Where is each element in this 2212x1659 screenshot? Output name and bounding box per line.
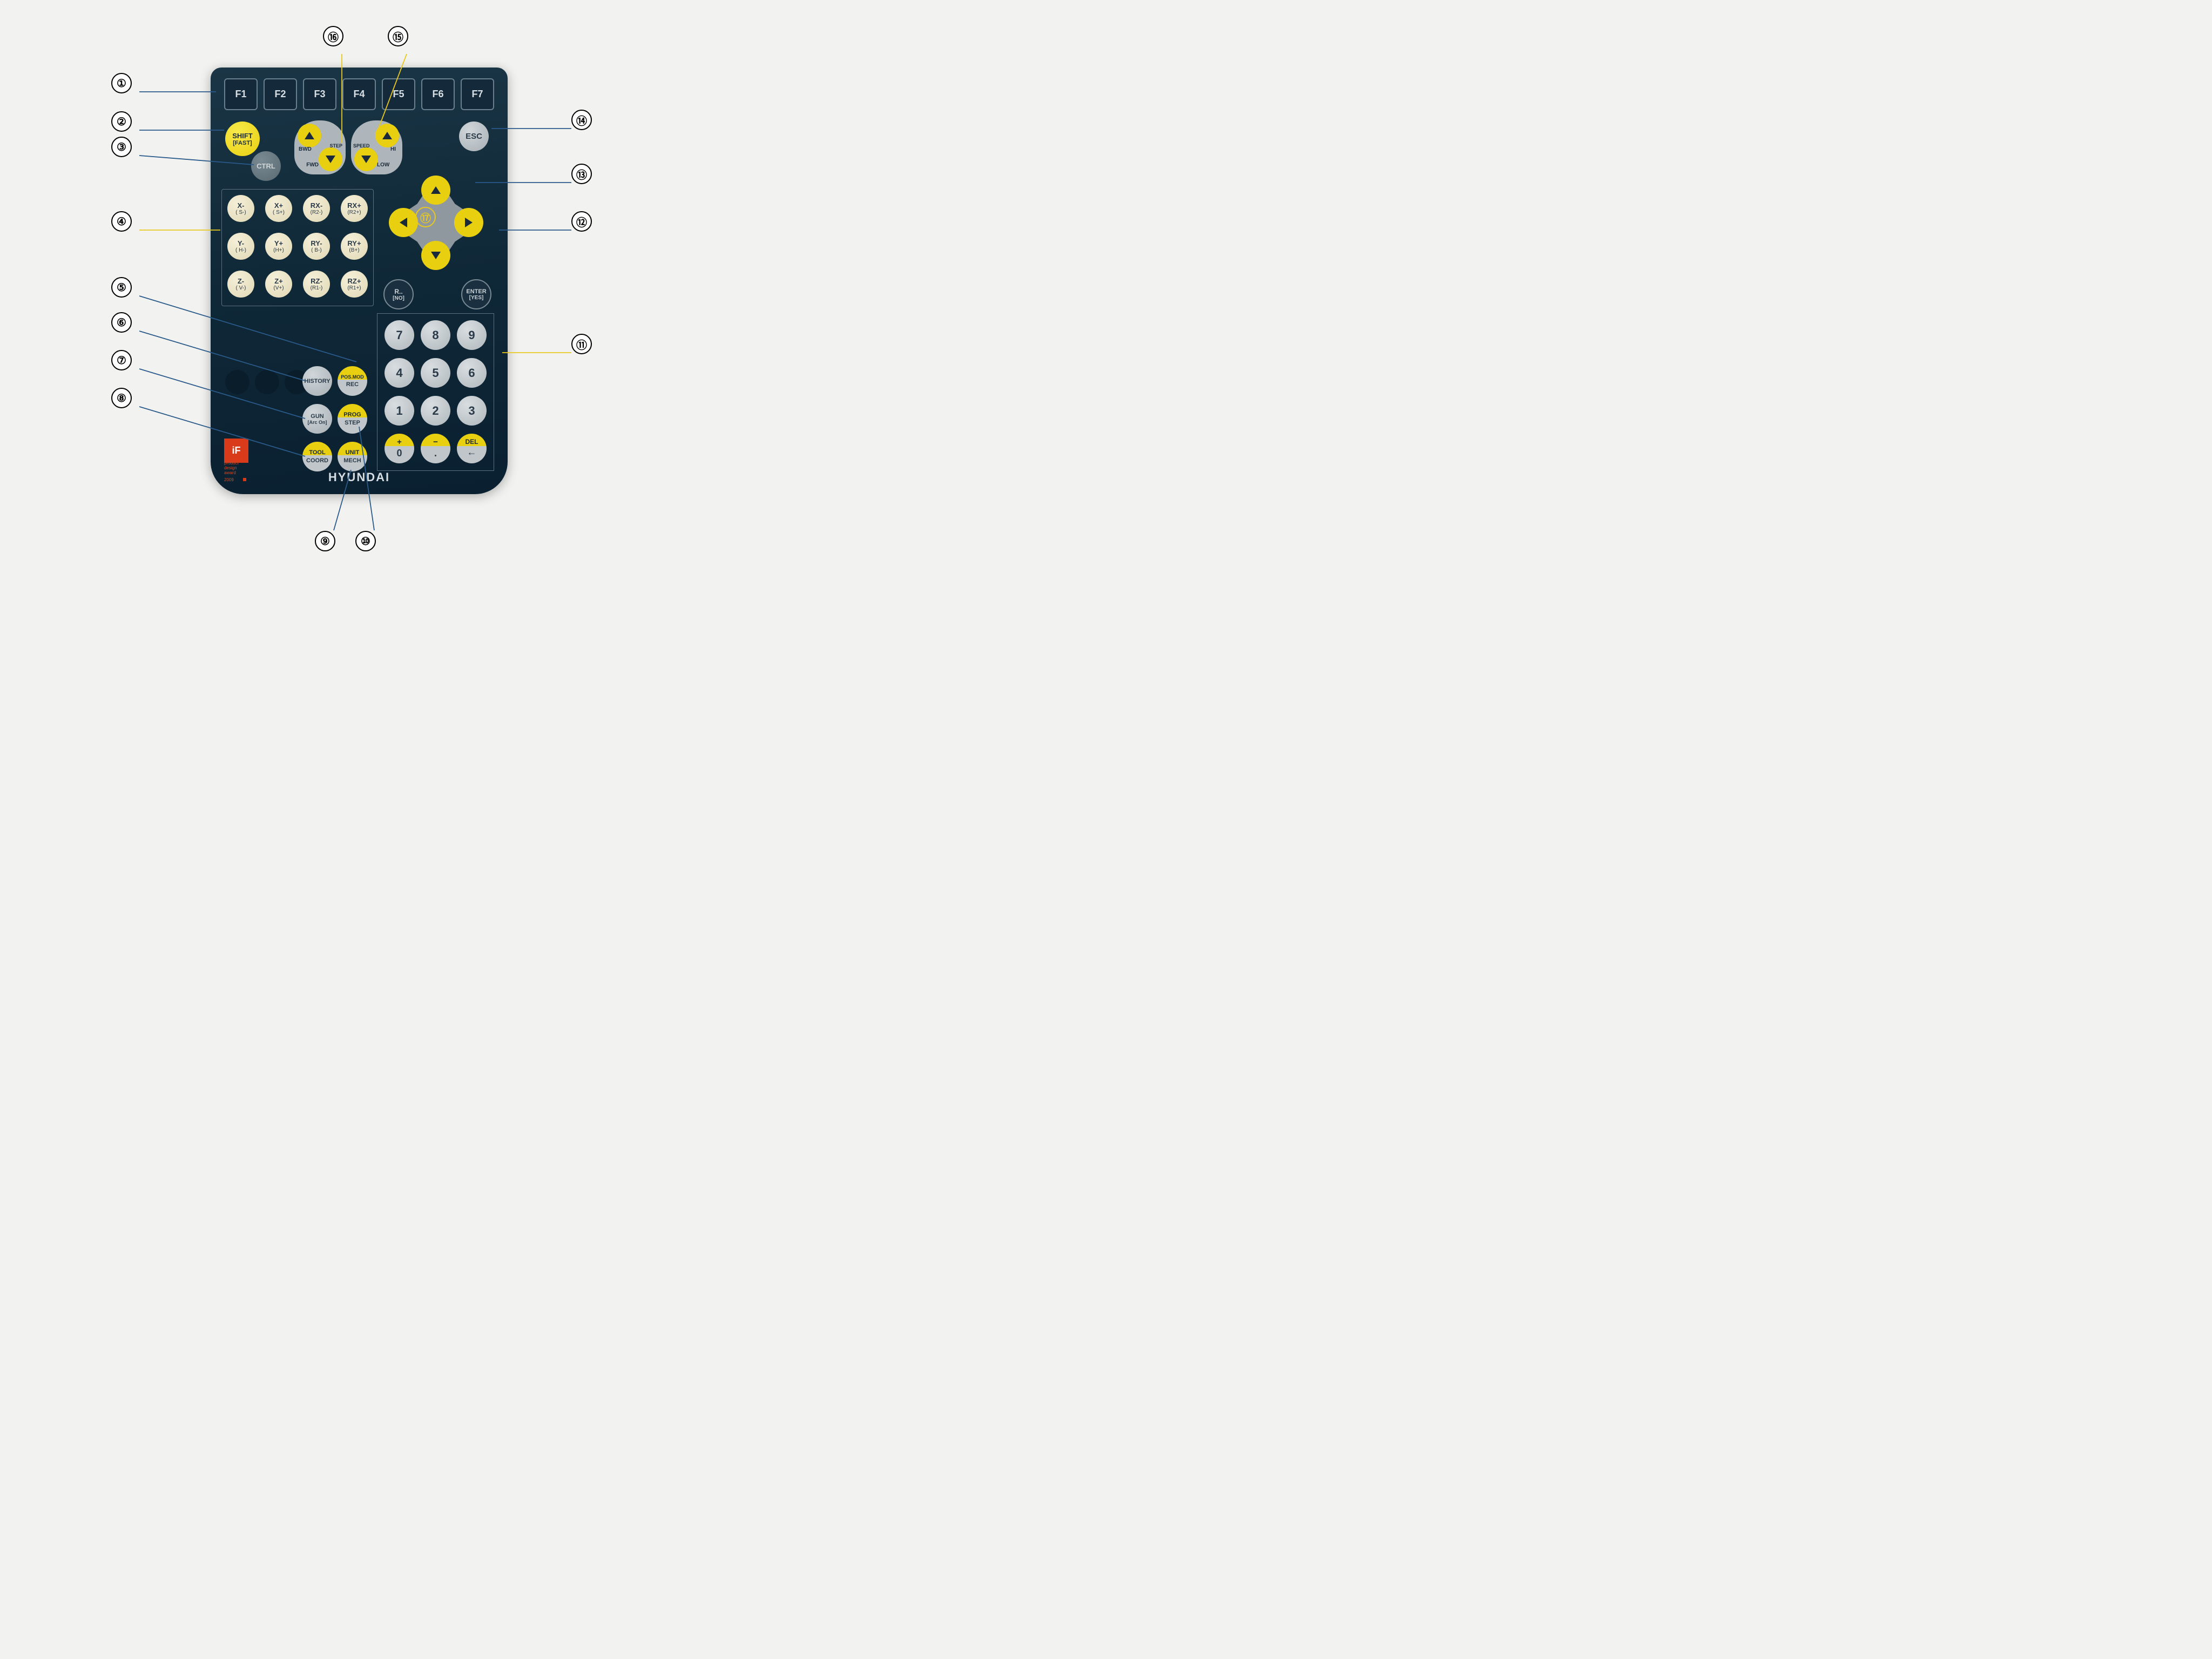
step-bwd-button[interactable] <box>298 124 321 147</box>
callout-9: ⑨ <box>315 531 335 551</box>
callout-15: ⑮ <box>388 26 408 46</box>
f1-key[interactable]: F1 <box>224 78 258 110</box>
jog-y-plus[interactable]: Y+(H+) <box>265 233 292 260</box>
triangle-up-icon <box>305 132 314 139</box>
r-no-button[interactable]: R..[NO] <box>383 279 414 309</box>
blank-button-1 <box>225 370 249 394</box>
history-button[interactable]: HISTORY <box>302 366 332 396</box>
teach-pendant-panel: F1 F2 F3 F4 F5 F6 F7 SHIFT [FAST] CTRL B… <box>211 68 508 494</box>
direction-pad <box>389 176 483 270</box>
jog-rx-minus[interactable]: RX-(R2-) <box>303 195 330 222</box>
triangle-left-icon <box>400 218 407 227</box>
triangle-down-icon <box>326 156 335 163</box>
num-7[interactable]: 7 <box>385 320 414 350</box>
jog-ry-plus[interactable]: RY+(B+) <box>341 233 368 260</box>
num-1[interactable]: 1 <box>385 396 414 426</box>
dpad-right-button[interactable] <box>454 208 483 237</box>
jog-rx-plus[interactable]: RX+(R2+) <box>341 195 368 222</box>
speed-low-button[interactable] <box>354 147 378 171</box>
num-9[interactable]: 9 <box>457 320 487 350</box>
enter-yes-button[interactable]: ENTER[YES] <box>461 279 491 309</box>
callout-16: ⑯ <box>323 26 343 46</box>
function-keys-row: F1 F2 F3 F4 F5 F6 F7 <box>224 78 494 110</box>
callout-11: ⑪ <box>571 334 592 354</box>
shift-label: SHIFT <box>232 132 253 140</box>
callout-5: ⑤ <box>111 277 132 298</box>
callout-4: ④ <box>111 211 132 232</box>
triangle-up-icon <box>382 132 392 139</box>
f5-key[interactable]: F5 <box>382 78 415 110</box>
jog-z-plus[interactable]: Z+(V+) <box>265 271 292 298</box>
callout-12: ⑫ <box>571 211 592 232</box>
blank-button-2 <box>255 370 279 394</box>
callout-8: ⑧ <box>111 388 132 408</box>
unit-mech-button[interactable]: UNITMECH <box>338 442 367 471</box>
callout-7: ⑦ <box>111 350 132 370</box>
jog-ry-minus[interactable]: RY-( B-) <box>303 233 330 260</box>
f4-key[interactable]: F4 <box>342 78 376 110</box>
num-4[interactable]: 4 <box>385 358 414 388</box>
shift-button[interactable]: SHIFT [FAST] <box>225 122 260 156</box>
num-plus-zero[interactable]: +0 <box>385 434 414 463</box>
jog-x-plus[interactable]: X+( S+) <box>265 195 292 222</box>
num-2[interactable]: 2 <box>421 396 450 426</box>
f7-key[interactable]: F7 <box>461 78 494 110</box>
jog-button-area: X-( S-) X+( S+) RX-(R2-) RX+(R2+) Y-( H-… <box>221 189 374 306</box>
step-bwd-label: BWD <box>299 146 312 152</box>
step-rocker: BWD STEP FWD <box>294 120 346 174</box>
jog-x-minus[interactable]: X-( S-) <box>227 195 254 222</box>
jog-y-minus[interactable]: Y-( H-) <box>227 233 254 260</box>
gun-arcon-button[interactable]: GUN[Arc On] <box>302 404 332 434</box>
triangle-right-icon <box>465 218 473 227</box>
num-8[interactable]: 8 <box>421 320 450 350</box>
f2-key[interactable]: F2 <box>264 78 297 110</box>
triangle-down-icon <box>361 156 371 163</box>
speed-low-label: LOW <box>377 162 389 168</box>
callout-2: ② <box>111 111 132 132</box>
callout-6: ⑥ <box>111 312 132 333</box>
speed-hi-label: HI <box>390 146 396 152</box>
num-minus-dot[interactable]: −. <box>421 434 450 463</box>
callout-14: ⑭ <box>571 110 592 130</box>
posmod-rec-button[interactable]: POS.MODREC <box>338 366 367 396</box>
triangle-down-icon <box>431 252 441 259</box>
step-fwd-label: FWD <box>306 162 319 168</box>
speed-rocker: HI SPEED LOW <box>351 120 402 174</box>
if-award-logo: iF <box>224 439 248 463</box>
prog-step-button[interactable]: PROGSTEP <box>338 404 367 434</box>
tool-coord-button[interactable]: TOOLCOORD <box>302 442 332 471</box>
step-fwd-button[interactable] <box>319 147 342 171</box>
f3-key[interactable]: F3 <box>303 78 336 110</box>
dpad-left-button[interactable] <box>389 208 418 237</box>
dpad-up-button[interactable] <box>421 176 450 205</box>
triangle-up-icon <box>431 186 441 194</box>
callout-1: ① <box>111 73 132 93</box>
esc-button[interactable]: ESC <box>459 122 489 151</box>
callout-3: ③ <box>111 137 132 157</box>
brand-label: HYUNDAI <box>211 470 508 484</box>
num-3[interactable]: 3 <box>457 396 487 426</box>
num-5[interactable]: 5 <box>421 358 450 388</box>
f6-key[interactable]: F6 <box>421 78 455 110</box>
jog-rz-minus[interactable]: RZ-(R1-) <box>303 271 330 298</box>
speed-hi-button[interactable] <box>375 124 399 147</box>
numeric-keypad: 7 8 9 4 5 6 1 2 3 +0 −. DEL← <box>377 313 494 471</box>
ctrl-button[interactable]: CTRL <box>251 151 281 181</box>
jog-z-minus[interactable]: Z-( V-) <box>227 271 254 298</box>
callout-13: ⑬ <box>571 164 592 184</box>
num-6[interactable]: 6 <box>457 358 487 388</box>
callout-17: ⑰ <box>415 207 436 227</box>
jog-rz-plus[interactable]: RZ+(R1+) <box>341 271 368 298</box>
num-del-back[interactable]: DEL← <box>457 434 487 463</box>
callout-10: ⑩ <box>355 531 376 551</box>
shift-sublabel: [FAST] <box>233 140 252 146</box>
dpad-down-button[interactable] <box>421 241 450 270</box>
